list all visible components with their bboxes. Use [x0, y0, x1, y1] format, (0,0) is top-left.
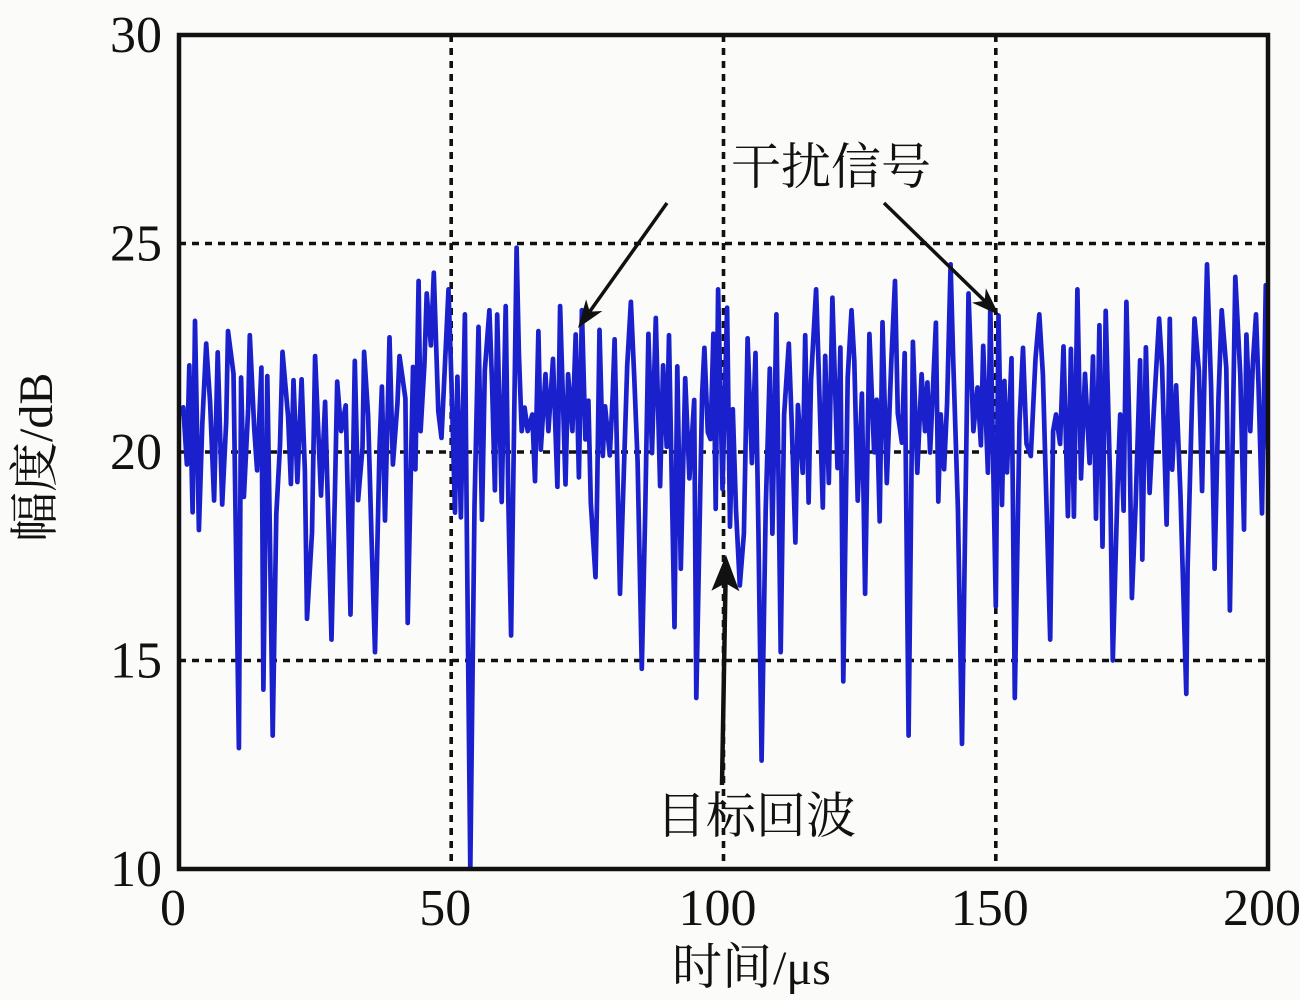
svg-text:15: 15: [110, 633, 162, 690]
svg-text:0: 0: [160, 880, 186, 937]
svg-text:50: 50: [419, 880, 471, 937]
svg-text:200: 200: [1223, 880, 1300, 937]
svg-text:100: 100: [679, 880, 757, 937]
svg-text:150: 150: [951, 880, 1029, 937]
svg-text:30: 30: [110, 7, 162, 64]
svg-text:25: 25: [110, 216, 162, 273]
svg-text:10: 10: [110, 841, 162, 898]
svg-text:20: 20: [110, 424, 162, 481]
svg-text:/μs: /μs: [773, 942, 831, 995]
svg-text:/dB: /dB: [10, 373, 63, 442]
